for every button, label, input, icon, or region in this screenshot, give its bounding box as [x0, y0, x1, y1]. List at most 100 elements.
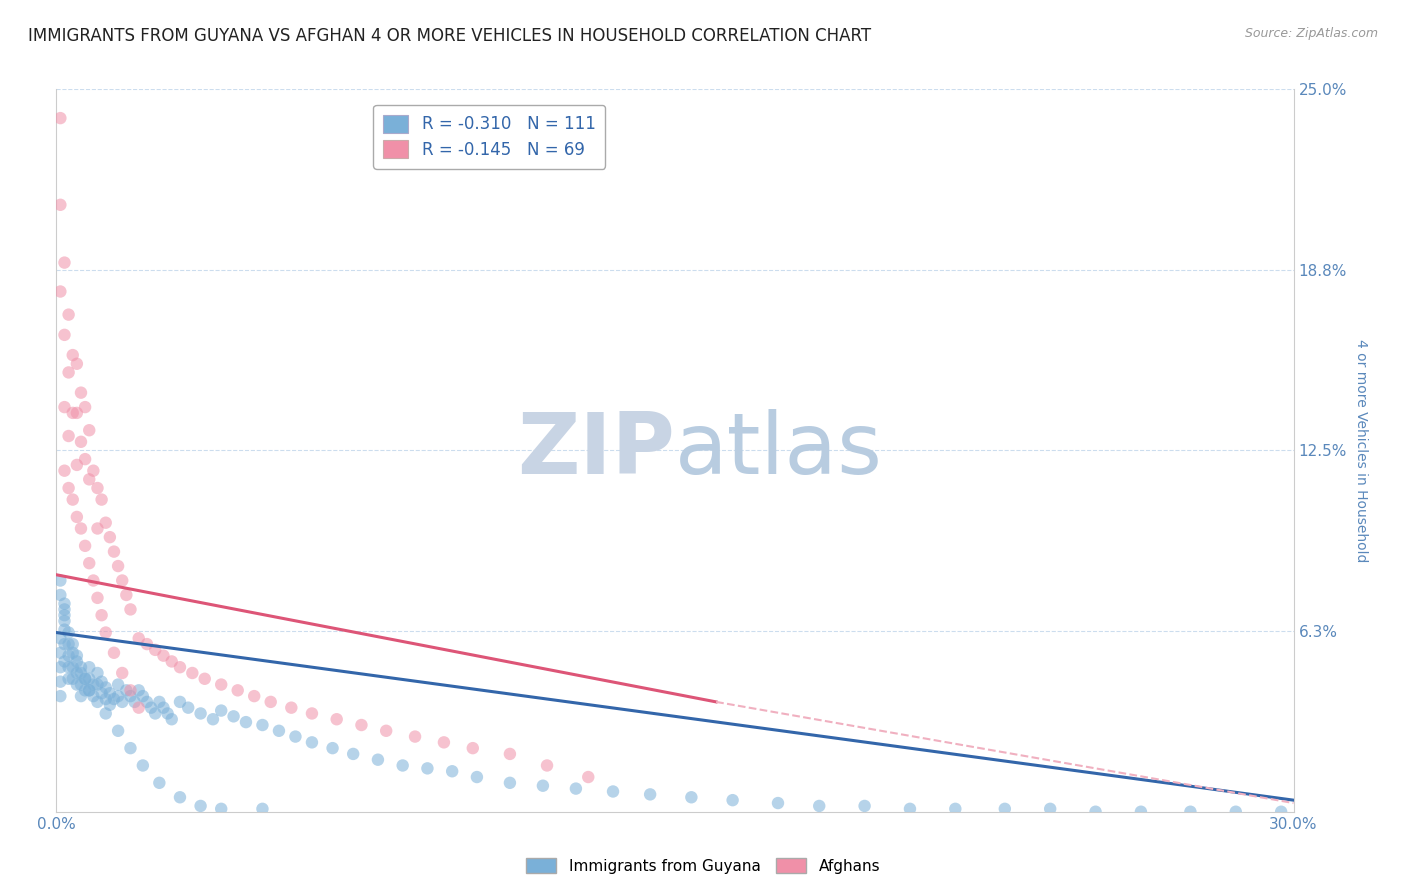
Point	[107, 689, 129, 703]
Legend: Immigrants from Guyana, Afghans: Immigrants from Guyana, Afghans	[520, 852, 886, 880]
Point	[49, 198, 72, 212]
Point	[86, 521, 108, 535]
Point	[994, 802, 1017, 816]
Point	[267, 723, 290, 738]
Point	[90, 608, 112, 623]
Point	[58, 366, 80, 380]
Point	[536, 758, 558, 772]
Point	[66, 357, 89, 371]
Point	[62, 348, 84, 362]
Point	[576, 770, 599, 784]
Point	[115, 588, 138, 602]
Point	[222, 709, 245, 723]
Point	[531, 779, 554, 793]
Point	[1180, 805, 1202, 819]
Point	[53, 614, 76, 628]
Legend: R = -0.310   N = 111, R = -0.145   N = 69: R = -0.310 N = 111, R = -0.145 N = 69	[373, 104, 606, 169]
Point	[209, 802, 232, 816]
Point	[86, 591, 108, 605]
Point	[194, 672, 217, 686]
Point	[49, 674, 72, 689]
Point	[350, 718, 373, 732]
Point	[70, 689, 93, 703]
Point	[70, 660, 93, 674]
Point	[120, 602, 142, 616]
Point	[404, 730, 426, 744]
Point	[943, 802, 966, 816]
Point	[128, 683, 150, 698]
Point	[77, 660, 100, 674]
Point	[94, 625, 117, 640]
Point	[58, 625, 80, 640]
Point	[301, 735, 323, 749]
Point	[86, 677, 108, 691]
Point	[209, 704, 232, 718]
Point	[66, 677, 89, 691]
Point	[77, 472, 100, 486]
Point	[132, 758, 155, 772]
Point	[252, 718, 274, 732]
Point	[62, 492, 84, 507]
Point	[160, 655, 183, 669]
Point	[77, 556, 100, 570]
Point	[94, 706, 117, 721]
Point	[375, 723, 398, 738]
Y-axis label: 4 or more Vehicles in Household: 4 or more Vehicles in Household	[1354, 339, 1368, 562]
Point	[1270, 805, 1292, 819]
Point	[49, 632, 72, 646]
Point	[565, 781, 588, 796]
Point	[94, 692, 117, 706]
Point	[132, 689, 155, 703]
Point	[260, 695, 283, 709]
Point	[433, 735, 456, 749]
Point	[94, 516, 117, 530]
Point	[94, 681, 117, 695]
Point	[66, 458, 89, 472]
Point	[107, 559, 129, 574]
Text: Source: ZipAtlas.com: Source: ZipAtlas.com	[1244, 27, 1378, 40]
Point	[70, 665, 93, 680]
Point	[98, 686, 121, 700]
Point	[70, 521, 93, 535]
Point	[120, 741, 142, 756]
Point	[66, 510, 89, 524]
Point	[128, 700, 150, 714]
Point	[148, 776, 170, 790]
Point	[169, 660, 191, 674]
Point	[53, 400, 76, 414]
Point	[90, 686, 112, 700]
Point	[77, 683, 100, 698]
Point	[209, 677, 232, 691]
Point	[53, 623, 76, 637]
Point	[49, 588, 72, 602]
Point	[53, 327, 76, 342]
Point	[49, 111, 72, 125]
Point	[82, 689, 104, 703]
Point	[808, 799, 831, 814]
Point	[499, 747, 522, 761]
Text: atlas: atlas	[675, 409, 883, 492]
Point	[62, 637, 84, 651]
Point	[898, 802, 921, 816]
Point	[53, 597, 76, 611]
Point	[53, 464, 76, 478]
Point	[75, 672, 97, 686]
Point	[75, 683, 97, 698]
Point	[58, 637, 80, 651]
Point	[152, 700, 174, 714]
Point	[721, 793, 744, 807]
Point	[252, 802, 274, 816]
Point	[160, 712, 183, 726]
Point	[53, 608, 76, 623]
Point	[120, 683, 142, 698]
Point	[53, 255, 76, 269]
Point	[124, 695, 146, 709]
Point	[143, 706, 166, 721]
Point	[70, 677, 93, 691]
Point	[77, 672, 100, 686]
Point	[49, 285, 72, 299]
Point	[152, 648, 174, 663]
Point	[201, 712, 224, 726]
Point	[53, 602, 76, 616]
Point	[139, 700, 162, 714]
